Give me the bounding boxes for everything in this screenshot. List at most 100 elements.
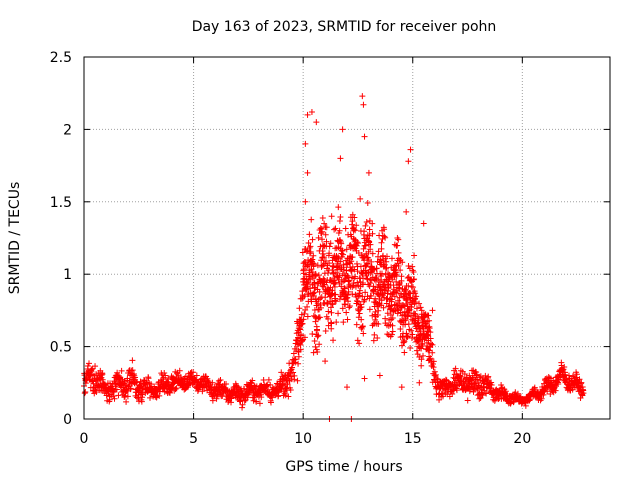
data-point bbox=[473, 371, 480, 378]
data-point bbox=[364, 260, 371, 267]
data-point bbox=[348, 221, 355, 228]
data-point bbox=[363, 218, 370, 225]
data-point bbox=[298, 311, 305, 318]
data-point bbox=[402, 287, 409, 294]
data-point bbox=[353, 242, 360, 249]
data-point bbox=[332, 225, 339, 232]
data-point bbox=[427, 355, 434, 362]
data-point bbox=[402, 286, 409, 293]
data-point bbox=[309, 236, 316, 243]
data-point bbox=[332, 298, 339, 305]
data-point bbox=[301, 310, 308, 317]
data-point bbox=[356, 287, 363, 294]
data-point bbox=[333, 319, 340, 326]
data-point bbox=[564, 379, 571, 386]
data-point bbox=[160, 385, 167, 392]
data-point bbox=[575, 378, 582, 385]
data-point bbox=[336, 227, 343, 234]
data-point bbox=[420, 220, 427, 227]
data-point bbox=[300, 316, 307, 323]
data-point bbox=[325, 315, 332, 322]
data-point bbox=[360, 245, 367, 252]
data-point bbox=[92, 363, 99, 370]
data-point bbox=[374, 334, 381, 341]
data-point bbox=[424, 331, 431, 338]
data-point bbox=[302, 198, 309, 205]
data-point bbox=[409, 263, 416, 270]
data-point bbox=[322, 258, 329, 265]
data-point bbox=[326, 260, 333, 267]
data-point bbox=[412, 290, 419, 297]
data-point bbox=[359, 323, 366, 330]
data-point bbox=[161, 369, 168, 376]
data-point bbox=[162, 372, 169, 379]
data-point bbox=[399, 259, 406, 266]
data-point bbox=[139, 391, 146, 398]
data-point bbox=[570, 372, 577, 379]
data-point bbox=[449, 391, 456, 398]
data-point bbox=[303, 248, 310, 255]
data-point bbox=[176, 367, 183, 374]
data-point bbox=[366, 238, 373, 245]
data-point bbox=[378, 270, 385, 277]
data-point bbox=[115, 392, 122, 399]
data-point bbox=[337, 258, 344, 265]
data-point bbox=[361, 228, 368, 235]
data-point bbox=[106, 396, 113, 403]
data-point bbox=[488, 381, 495, 388]
data-point bbox=[228, 399, 235, 406]
data-point bbox=[263, 382, 270, 389]
data-point bbox=[379, 227, 386, 234]
data-point bbox=[378, 277, 385, 284]
data-point bbox=[82, 389, 89, 396]
data-point bbox=[375, 320, 382, 327]
data-point bbox=[452, 365, 459, 372]
data-point bbox=[367, 241, 374, 248]
data-point bbox=[311, 261, 318, 268]
data-point bbox=[429, 341, 436, 348]
data-point bbox=[353, 297, 360, 304]
data-point bbox=[380, 304, 387, 311]
data-point bbox=[466, 372, 473, 379]
x-tick-label: 20 bbox=[513, 431, 531, 447]
data-point bbox=[359, 93, 366, 100]
data-point bbox=[369, 312, 376, 319]
data-point bbox=[309, 256, 316, 263]
data-point bbox=[381, 233, 388, 240]
data-point bbox=[426, 317, 433, 324]
data-point bbox=[335, 310, 342, 317]
data-point bbox=[357, 301, 364, 308]
data-point bbox=[395, 249, 402, 256]
data-point bbox=[319, 236, 326, 243]
data-point bbox=[337, 155, 344, 162]
data-point bbox=[308, 216, 315, 223]
data-point bbox=[217, 377, 224, 384]
data-point bbox=[312, 296, 319, 303]
data-point bbox=[331, 283, 338, 290]
data-point bbox=[290, 350, 297, 357]
data-point bbox=[283, 376, 290, 383]
data-point bbox=[418, 356, 425, 363]
data-point bbox=[526, 396, 533, 403]
data-point bbox=[442, 376, 449, 383]
data-point bbox=[483, 390, 490, 397]
data-point bbox=[369, 250, 376, 257]
data-point bbox=[405, 158, 412, 165]
data-point bbox=[302, 140, 309, 147]
data-point bbox=[282, 385, 289, 392]
data-point bbox=[329, 287, 336, 294]
data-point bbox=[398, 384, 405, 391]
data-point bbox=[317, 295, 324, 302]
data-point bbox=[371, 331, 378, 338]
data-point bbox=[368, 258, 375, 265]
data-point bbox=[311, 289, 318, 296]
data-point bbox=[354, 239, 361, 246]
data-point bbox=[403, 208, 410, 215]
y-tick-label: 1 bbox=[63, 267, 72, 283]
data-point bbox=[373, 265, 380, 272]
data-point bbox=[350, 227, 357, 234]
data-point bbox=[145, 375, 152, 382]
data-point bbox=[319, 215, 326, 222]
data-point bbox=[297, 332, 304, 339]
data-point bbox=[300, 267, 307, 274]
